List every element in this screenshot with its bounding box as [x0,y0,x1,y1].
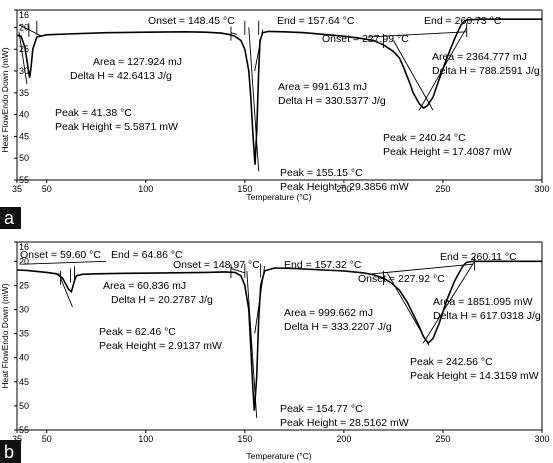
x-tick-label: 50 [42,184,52,194]
ann-a-p3-dh: Delta H = 788.2591 J/g [432,65,540,77]
y-tick-label: 55 [19,175,29,185]
ann-b-p1-height: Peak Height = 2.9137 mW [99,340,222,352]
ann-a-p3-end: End = 260.73 °C [424,15,502,27]
y-tick-label: 35 [19,88,29,98]
ann-a-p2-area: Area = 991.613 mJ [278,81,367,93]
ann-b-p3-end: End = 260.11 °C [440,251,517,263]
x-tick-label: 200 [336,434,351,444]
y-tick-label: 30 [19,304,29,314]
ann-a-p3-peak: Peak = 240.24 °C [383,132,466,144]
tangent-line [367,31,467,38]
y-tick-label: 35 [19,329,29,339]
ann-a-p3-area: Area = 2364.777 mJ [432,51,527,63]
x-tick-label: 200 [336,184,351,194]
y-tick-label: 20 [19,256,29,266]
y-tick-label: 30 [19,66,29,76]
dsc-curve-a [16,18,542,165]
y-tick-label: 16 [19,242,29,252]
ann-a-p2-dh: Delta H = 330.5377 J/g [278,95,386,107]
ann-b-p2-end: End = 157.32 °C [284,259,362,271]
ann-a-p1-peak: Peak = 41.38 °C [55,107,132,119]
panel-tag-a: a [4,208,15,228]
x-tick-label: 100 [138,184,153,194]
ann-a-p2-height: Peak Height = 29.3856 mW [280,181,409,193]
tangent-line [393,40,434,111]
y-tick-label: 50 [19,153,29,163]
x-axis-ticks-b: 35 50 100 150 200 250 300 [12,430,550,444]
ann-b-p1-onset: Onset = 59.60 °C [20,249,101,261]
tangent-line [18,31,28,85]
ann-a-p2-end: End = 157.64 °C [277,15,355,27]
x-tick-label: 250 [435,434,450,444]
panel-tag-bg-b [0,440,21,463]
ann-a-p1-dh: Delta H = 42.6413 J/g [70,70,172,82]
x-tick-label: 150 [237,434,252,444]
ann-a-p1-height: Peak Height = 5.5871 mW [55,121,178,133]
y-tick-label: 25 [19,280,29,290]
tangent-line [422,261,476,344]
x-tick-label: 300 [534,184,549,194]
panel-b: 16 20 25 30 35 40 45 50 55 35 50 100 150 200 250 300 H… [0,241,550,463]
tangent-line [230,32,238,35]
y-tick-label: 40 [19,110,29,120]
x-axis-label-a: Temperature (°C) [246,192,311,202]
ann-b-p2-height: Peak Height = 28.5162 mW [280,417,409,429]
y-tick-label: 40 [19,353,29,363]
y-axis-label-b: Heat FlowEndo Down (mW) [0,283,10,389]
y-axis-label-a: Heat FlowEndo Down (mW) [0,47,10,153]
y-tick-label: 55 [19,425,29,435]
panel-tag-bg-a [0,207,21,229]
ann-a-p1-area: Area = 127.924 mJ [93,56,182,68]
x-tick-label: 50 [42,434,52,444]
x-tick-label: 150 [237,184,252,194]
plot-frame-b [16,241,543,431]
ann-b-p1-dh: Delta H = 20.2787 J/g [111,294,213,306]
x-tick-label: 250 [435,184,450,194]
ann-a-p2-peak: Peak = 155.15 °C [280,167,363,179]
ann-a-p2-onset: Onset = 148.45 °C [148,15,235,27]
ann-b-p1-end: End = 64.86 °C [111,249,183,261]
ann-b-p3-height: Peak Height = 14.3159 mW [410,370,539,382]
x-axis-ticks-a: 35 50 100 150 200 250 300 [12,180,550,194]
ann-b-p2-peak: Peak = 154.77 °C [280,403,363,415]
ann-b-p3-onset: Onset = 227.92 °C [358,273,445,285]
dsc-curve-b [16,260,542,411]
x-tick-label: 35 [12,434,22,444]
y-tick-label: 45 [19,131,29,141]
y-tick-label: 25 [19,44,29,54]
ann-b-p1-area: Area = 60.836 mJ [103,280,186,292]
ann-b-p3-area: Area = 1851.095 mW [433,296,533,308]
y-axis-ticks-b: 16 20 25 30 35 40 45 50 55 [14,241,29,435]
x-tick-label: 300 [534,434,549,444]
tangent-line [230,268,245,274]
x-axis-label-b: Temperature (°C) [246,451,311,461]
ann-b-p2-onset: Onset = 148.97 °C [173,259,260,271]
tangent-line [367,263,473,275]
tangent-line [22,260,107,265]
x-tick-label: 35 [12,184,22,194]
x-tick-label: 100 [138,434,153,444]
ann-b-p3-peak: Peak = 242.56 °C [410,356,493,368]
tangent-line [248,27,260,172]
ann-b-p2-dh: Delta H = 333.2207 J/g [284,321,392,333]
ann-b-p2-area: Area = 999.662 mJ [284,307,373,319]
ann-a-p3-height: Peak Height = 17.4087 mW [383,146,512,158]
ann-b-p1-peak: Peak = 62.46 °C [99,326,176,338]
panel-tag-b: b [4,442,14,462]
ann-a-p3-onset: Onset = 227.99 °C [322,33,409,45]
ann-b-p3-dh: Delta H = 617.0318 J/g [433,310,541,322]
y-tick-label: 50 [19,401,29,411]
y-tick-label: 16 [19,10,29,20]
y-tick-label: 45 [19,377,29,387]
